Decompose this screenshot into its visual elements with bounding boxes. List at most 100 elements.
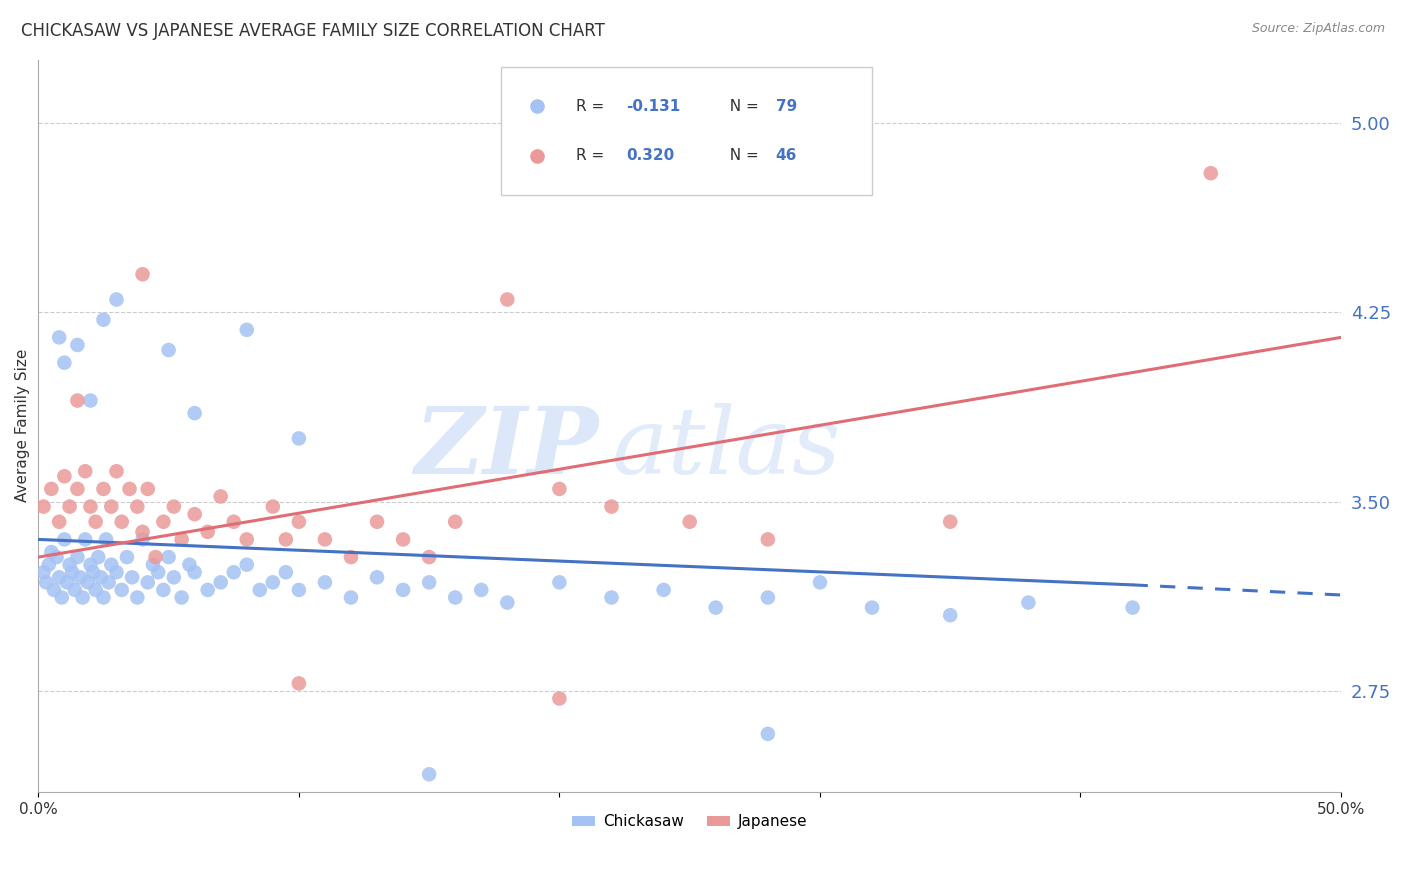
Point: [170, 533, 193, 547]
Point: [42, 582, 65, 597]
Point: [340, 550, 363, 565]
Point: [38, 558, 60, 572]
Point: [111, 515, 134, 529]
Point: [79, 558, 101, 572]
Text: R =: R =: [576, 148, 609, 163]
Point: [97, 575, 120, 590]
Point: [197, 524, 219, 539]
Point: [183, 507, 205, 521]
Point: [262, 575, 284, 590]
Point: [115, 550, 138, 565]
Point: [72, 591, 94, 605]
Point: [249, 582, 271, 597]
Point: [60, 566, 83, 580]
Point: [548, 691, 571, 706]
Point: [340, 591, 363, 605]
Point: [59, 558, 82, 572]
Point: [105, 464, 128, 478]
Point: [63, 582, 86, 597]
Point: [48, 515, 70, 529]
Text: 46: 46: [776, 148, 797, 163]
Point: [35, 575, 58, 590]
Point: [1017, 596, 1039, 610]
Point: [197, 582, 219, 597]
Point: [84, 515, 107, 529]
Text: R =: R =: [576, 98, 609, 113]
Point: [274, 566, 297, 580]
Point: [314, 575, 336, 590]
Point: [366, 515, 388, 529]
Point: [93, 312, 115, 326]
Point: [444, 591, 467, 605]
Point: [157, 343, 180, 357]
Point: [136, 575, 159, 590]
Point: [127, 591, 149, 605]
Point: [111, 582, 134, 597]
Point: [600, 500, 623, 514]
Point: [444, 515, 467, 529]
Point: [366, 570, 388, 584]
Point: [41, 545, 63, 559]
Point: [66, 393, 89, 408]
Point: [94, 533, 117, 547]
Point: [90, 570, 112, 584]
FancyBboxPatch shape: [501, 67, 872, 195]
Text: 79: 79: [776, 98, 797, 113]
Point: [48, 330, 70, 344]
Text: N =: N =: [720, 148, 763, 163]
Text: -0.131: -0.131: [626, 98, 681, 113]
Point: [93, 591, 115, 605]
Point: [105, 566, 128, 580]
Point: [53, 356, 76, 370]
Point: [756, 591, 779, 605]
Point: [209, 575, 232, 590]
Point: [548, 482, 571, 496]
Text: atlas: atlas: [612, 403, 841, 492]
Point: [87, 550, 110, 565]
Point: [274, 533, 297, 547]
Point: [84, 582, 107, 597]
Point: [209, 490, 232, 504]
Point: [236, 533, 259, 547]
Point: [1199, 166, 1222, 180]
Point: [392, 533, 415, 547]
Text: N =: N =: [720, 98, 763, 113]
Point: [105, 293, 128, 307]
Point: [66, 550, 89, 565]
Point: [157, 550, 180, 565]
Point: [79, 393, 101, 408]
Point: [32, 500, 55, 514]
Legend: Chickasaw, Japanese: Chickasaw, Japanese: [567, 808, 813, 836]
Point: [51, 591, 73, 605]
Point: [66, 338, 89, 352]
Point: [66, 482, 89, 496]
Point: [75, 464, 97, 478]
Point: [152, 515, 174, 529]
Point: [45, 550, 67, 565]
Text: ZIP: ZIP: [415, 403, 599, 492]
Point: [100, 500, 122, 514]
Point: [48, 570, 70, 584]
Point: [183, 406, 205, 420]
Point: [32, 566, 55, 580]
Point: [142, 558, 165, 572]
Point: [496, 596, 519, 610]
Point: [756, 727, 779, 741]
Point: [76, 575, 98, 590]
Point: [548, 575, 571, 590]
Text: 0.320: 0.320: [626, 148, 673, 163]
Point: [163, 570, 186, 584]
Point: [288, 582, 311, 597]
Point: [127, 500, 149, 514]
Point: [1122, 600, 1144, 615]
Point: [170, 591, 193, 605]
Point: [82, 566, 104, 580]
Point: [756, 533, 779, 547]
Point: [392, 582, 415, 597]
Point: [222, 566, 245, 580]
Point: [600, 591, 623, 605]
Point: [121, 570, 143, 584]
Point: [236, 323, 259, 337]
Point: [222, 515, 245, 529]
Point: [679, 515, 702, 529]
